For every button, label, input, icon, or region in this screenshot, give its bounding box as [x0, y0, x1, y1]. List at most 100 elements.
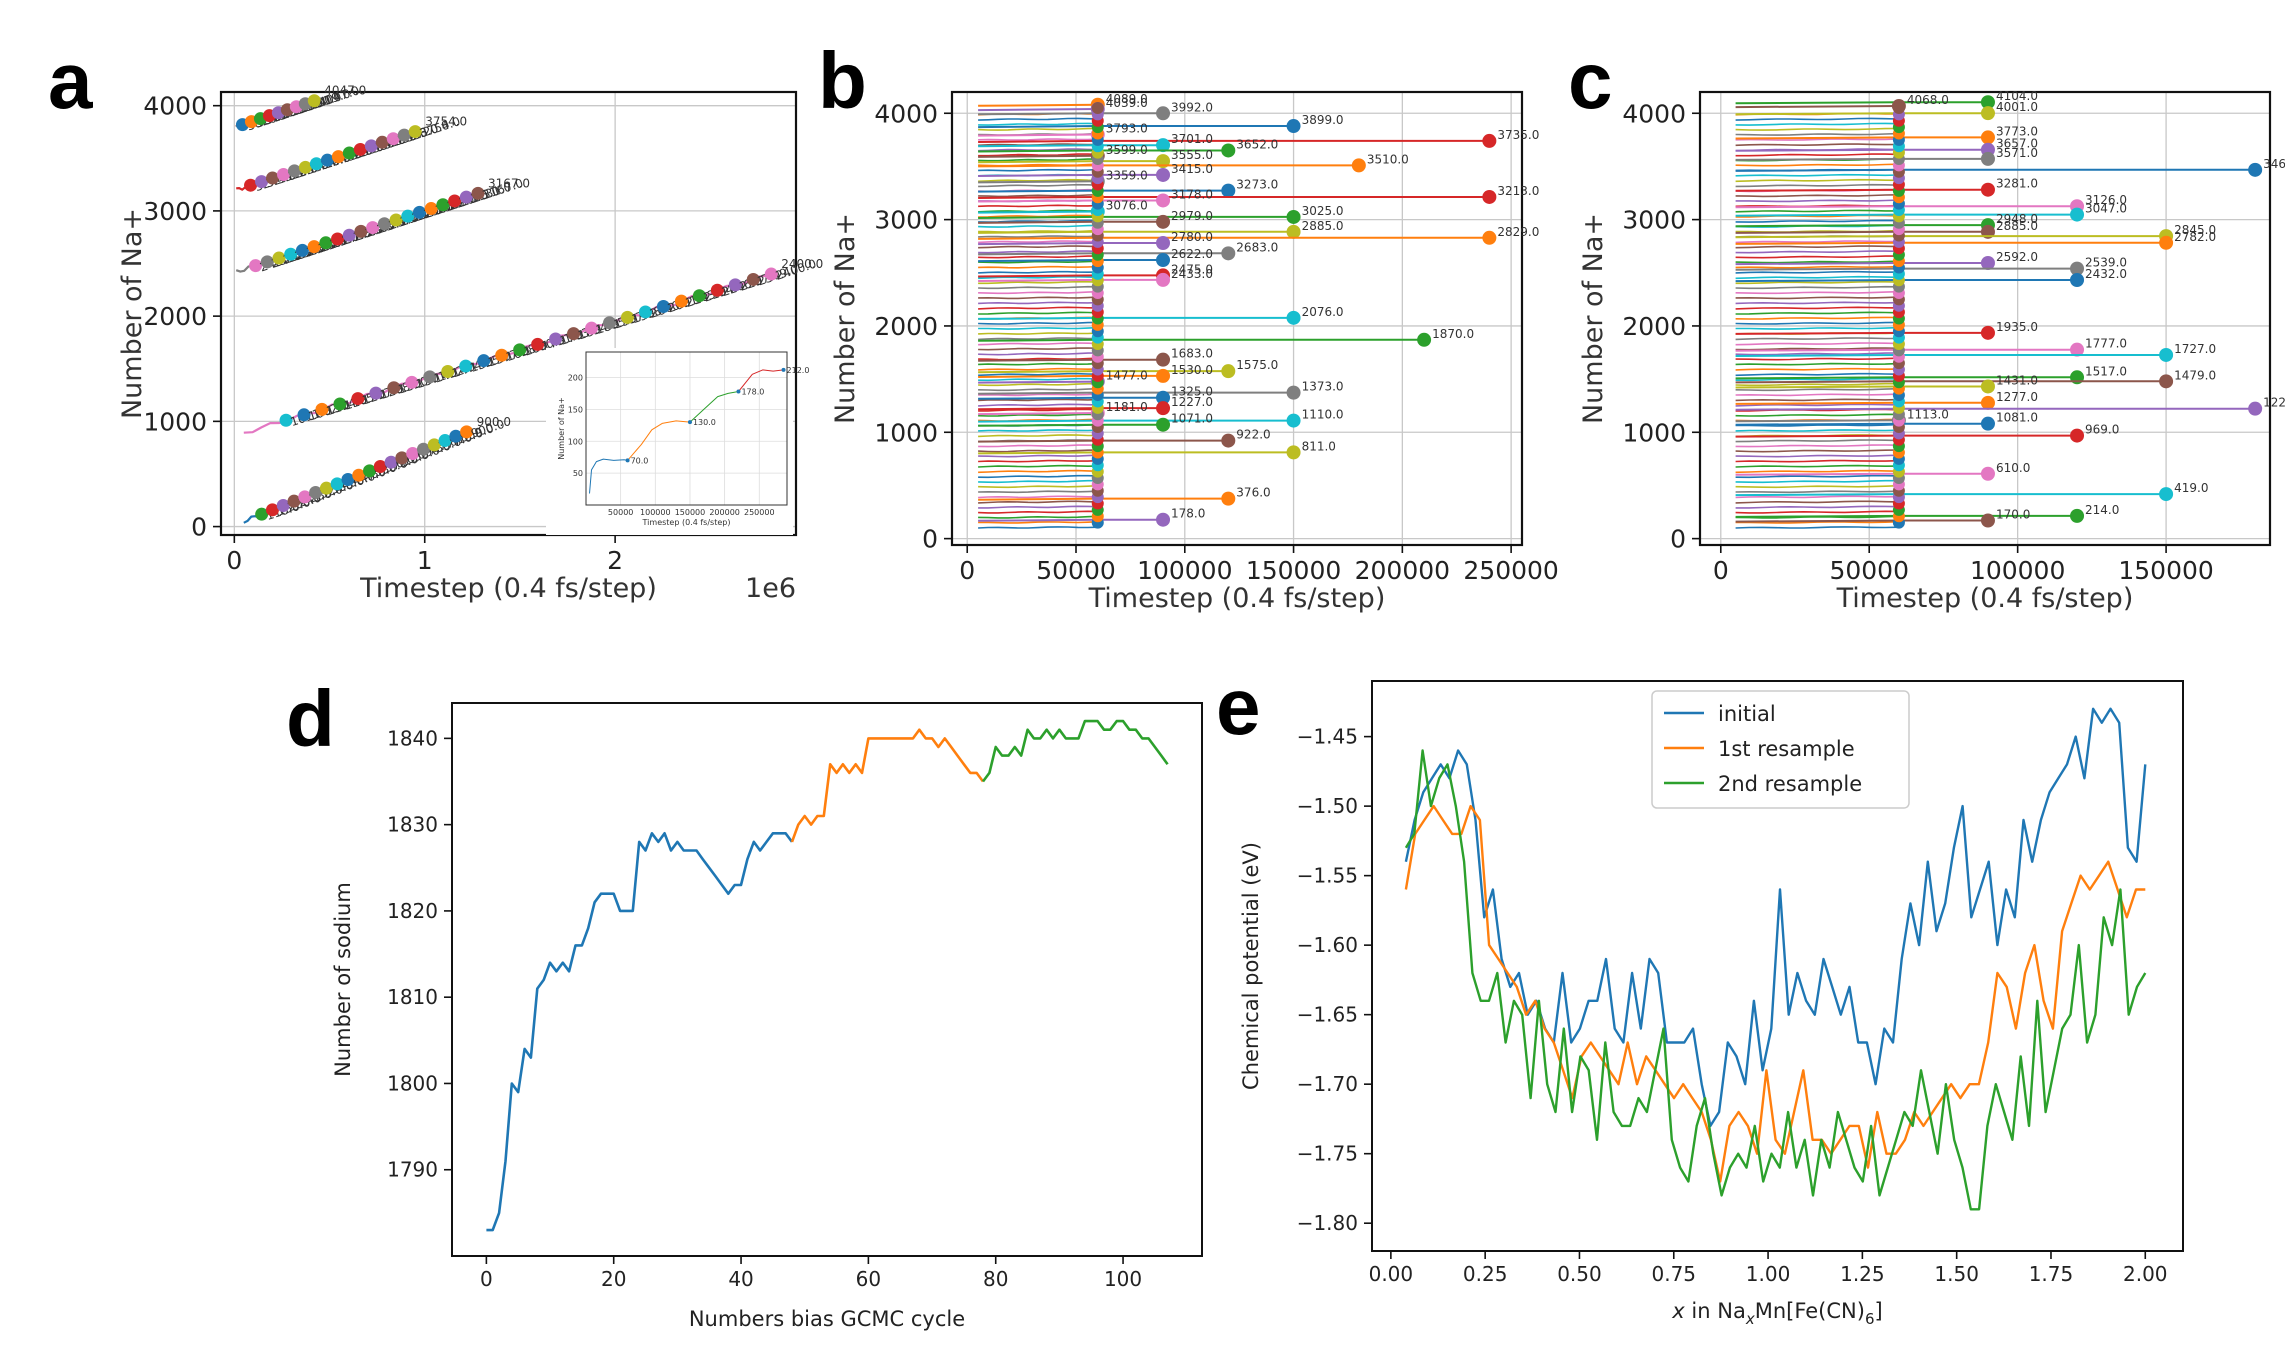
level-label: 1479.0	[2174, 368, 2216, 382]
data-point	[369, 386, 383, 400]
run-line	[978, 454, 1098, 458]
level-line	[978, 423, 1163, 427]
data-point	[401, 209, 415, 223]
level-label: 3359.0	[1106, 168, 1148, 182]
data-point	[386, 132, 400, 146]
data-point	[319, 481, 333, 495]
y-tick-label: −1.75	[1297, 1142, 1358, 1166]
data-point	[436, 198, 450, 212]
run-line	[978, 515, 1098, 519]
run-line	[1735, 250, 1899, 254]
data-point	[448, 194, 462, 208]
level-line	[978, 274, 1163, 278]
y-tick-label: 2000	[143, 302, 207, 331]
level-point	[1156, 352, 1171, 367]
x-tick-label: 2	[607, 546, 623, 575]
plot-frame	[1371, 680, 2184, 1252]
level-label: 3571.0	[1996, 146, 2038, 160]
run-line	[978, 347, 1098, 351]
run-line	[978, 290, 1098, 295]
level-line	[978, 259, 1163, 263]
level-point	[2070, 261, 2085, 276]
run-line	[1735, 459, 1899, 463]
x-tick-label: 80	[983, 1267, 1008, 1291]
level-line	[1735, 224, 1988, 228]
run-line	[1735, 219, 1899, 223]
x-label-var: x	[1671, 1299, 1685, 1323]
y-axis-label: Number of Na+	[117, 208, 148, 419]
level-line	[978, 108, 1098, 112]
run-line	[978, 520, 1098, 524]
level-line	[978, 338, 1425, 342]
level-label: 3415.0	[1171, 162, 1213, 176]
level-label: 3468.0	[2263, 157, 2285, 171]
run-line	[978, 332, 1098, 335]
run-line	[978, 260, 1098, 264]
level-label: 376.0	[1236, 486, 1270, 500]
level-label: 1071.0	[1171, 412, 1213, 426]
data-point	[276, 499, 290, 513]
panel-d-chart: 0 20 40 60 80 100 1790 1800 1810 1820 1830 1840 Numb…	[331, 702, 1203, 1331]
endpoint-label: 4047.0	[324, 84, 366, 98]
x-scale-label: 1e6	[745, 573, 796, 604]
level-line	[978, 103, 1098, 107]
inset-y-tick-label: 200	[568, 374, 583, 383]
level-point	[1156, 512, 1171, 527]
run-line	[1735, 413, 1899, 417]
run-line	[1735, 520, 1899, 524]
y-tick-label: 3000	[1622, 206, 1686, 235]
x-tick-label: 60	[856, 1267, 881, 1291]
data-point	[298, 160, 312, 174]
data-point	[416, 442, 430, 456]
level-point	[1156, 253, 1171, 268]
level-label: 1181.0	[1106, 400, 1148, 414]
data-point	[710, 283, 724, 297]
level-label: 2979.0	[1171, 209, 1213, 223]
run-line	[978, 342, 1098, 346]
run-line	[978, 367, 1098, 371]
y-tick-label: −1.55	[1297, 864, 1358, 888]
level-point	[1980, 379, 1995, 394]
data-point	[764, 267, 778, 281]
x-label-text: in Na	[1685, 1299, 1746, 1323]
level-point	[1156, 138, 1171, 153]
run-line	[1735, 393, 1899, 397]
level-point	[2159, 487, 2174, 502]
run-line	[978, 153, 1098, 157]
level-line	[978, 419, 1294, 423]
run-line	[978, 459, 1098, 463]
data-point	[295, 243, 309, 257]
run-line	[1735, 474, 1899, 479]
legend-box	[1651, 690, 1910, 809]
level-point	[1980, 513, 1995, 528]
run-line	[1735, 117, 1899, 121]
data-point	[307, 94, 321, 108]
run-line	[978, 296, 1098, 300]
run-line	[978, 387, 1098, 392]
level-label: 1530.0	[1171, 363, 1213, 377]
run-line	[978, 158, 1098, 162]
level-label: 2845.0	[2174, 223, 2216, 237]
run-line	[978, 505, 1098, 509]
level-point	[1482, 133, 1497, 148]
x-tick-label: 1.75	[2029, 1262, 2074, 1286]
level-label: 2948.0	[1996, 212, 2038, 226]
x-tick-label: 50000	[1036, 556, 1116, 585]
x-tick-label: 1.50	[1934, 1262, 1979, 1286]
run-line	[978, 311, 1098, 315]
plot-frame	[451, 702, 1203, 1257]
level-point	[1156, 167, 1171, 182]
run-line	[1735, 153, 1899, 157]
level-label: 1113.0	[1907, 407, 1949, 421]
data-point	[375, 135, 389, 149]
level-label: 2782.0	[2174, 230, 2216, 244]
run-line	[1735, 398, 1899, 402]
level-point	[2070, 207, 2085, 222]
run-line	[1735, 270, 1899, 274]
run-line	[978, 352, 1098, 356]
x-axis-label: Timestep (0.4 fs/step)	[1836, 583, 2134, 614]
level-label: 1727.0	[2174, 342, 2216, 356]
level-line	[978, 412, 1098, 416]
run-line	[1735, 311, 1899, 315]
